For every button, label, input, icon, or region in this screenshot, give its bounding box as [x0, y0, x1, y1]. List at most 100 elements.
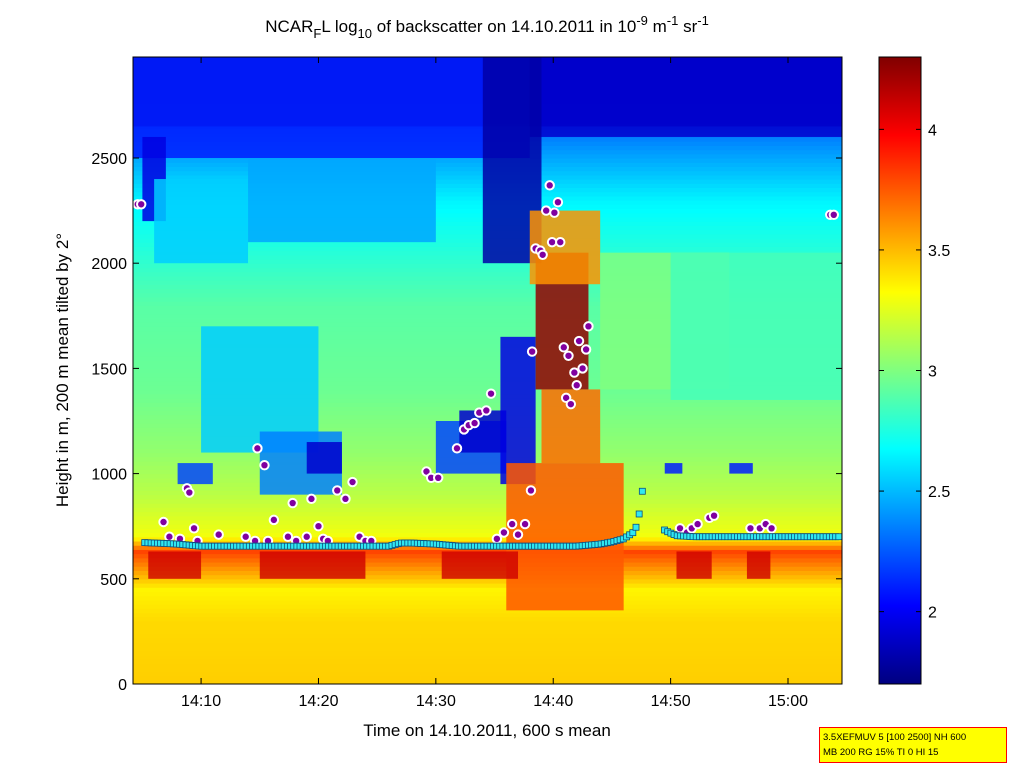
heatmap-row: [133, 587, 842, 593]
heatmap-row: [133, 625, 842, 630]
heatmap-row: [133, 473, 842, 479]
aerosol-layer-point: [766, 523, 777, 534]
mixing-layer-point: [638, 487, 646, 495]
aerosol-layer-point: [432, 472, 444, 484]
x-axis-label: Time on 14.10.2011, 600 s mean: [363, 721, 611, 740]
colorbar-tick-label: 2.5: [928, 484, 950, 501]
heatmap-row: [133, 359, 842, 365]
heatmap-row: [133, 532, 842, 538]
heatmap-row: [133, 595, 842, 601]
heatmap-row: [133, 494, 842, 500]
heatmap-row: [133, 288, 842, 294]
aerosol-layer-point: [558, 342, 569, 353]
heatmap-row: [133, 583, 842, 588]
title-mid2: of backscatter on 14.10.2011 in 10: [372, 17, 636, 36]
heatmap-row: [133, 343, 842, 348]
heatmap-row: [133, 351, 842, 357]
heatmap-row: [133, 528, 842, 534]
mixing-layer-points: [141, 487, 842, 550]
colorbar-ticks: 2 2.5 3 3.5 4: [879, 122, 950, 622]
y-axis-label: Height in m, 200 m mean tilted by 2°: [53, 233, 72, 507]
heatmap-row: [133, 629, 842, 635]
aerosol-layer-point: [469, 417, 480, 429]
title-mid1: L log: [321, 17, 357, 36]
heatmap-row: [133, 536, 842, 542]
title-mid4: sr: [678, 17, 697, 36]
aerosol-layer-point: [583, 321, 594, 332]
title-sup-2: -1: [667, 13, 679, 28]
aerosol-layer-point: [565, 398, 577, 410]
heatmap-row: [133, 301, 842, 306]
aerosol-layer-point: [525, 485, 537, 496]
info-line-2: MB 200 RG 15% TI 0 HI 15: [823, 747, 939, 758]
y-tick-label: 0: [118, 677, 127, 694]
heatmap-row: [133, 397, 842, 403]
heatmap-row: [133, 658, 842, 664]
heatmap-row: [133, 372, 842, 378]
heatmap-row: [133, 275, 842, 281]
title-prefix: NCAR: [265, 17, 313, 36]
y-tick-label: 500: [100, 572, 127, 589]
heatmap-row: [133, 284, 842, 290]
heatmap-row: [133, 477, 842, 483]
aerosol-layer-point: [184, 487, 195, 498]
heatmap-low-band: [259, 551, 366, 579]
aerosol-layer-point: [259, 459, 270, 471]
mixing-layer-point: [635, 510, 643, 518]
heatmap-row: [133, 667, 842, 672]
x-tick-label: 14:10: [181, 693, 221, 710]
y-tick-label: 1500: [91, 361, 127, 378]
aerosol-layer-point: [692, 518, 703, 530]
heatmap-region: [664, 463, 683, 474]
heatmap-row: [133, 519, 842, 525]
aerosol-layer-point: [491, 533, 503, 545]
heatmap-row: [133, 385, 842, 391]
heatmap-region: [506, 463, 624, 611]
settings-info-box: 3.5XEFMUV 5 [100 2500] NH 600 MB 200 RG …: [819, 727, 1007, 763]
aerosol-layer-point: [332, 485, 343, 496]
heatmap-row: [133, 599, 842, 605]
aerosol-layer-point: [555, 236, 566, 248]
heatmap-row: [133, 482, 842, 487]
plot-frame: [132, 56, 843, 685]
heatmap-row: [133, 326, 842, 332]
heatmap-row: [133, 679, 842, 684]
heatmap-row: [133, 612, 842, 618]
chart-title: NCARFL log10 of backscatter on 14.10.201…: [265, 13, 709, 41]
aerosol-layer-point: [498, 527, 510, 538]
colorbar-tick-label: 4: [928, 122, 937, 139]
aerosol-layer-point: [512, 529, 524, 540]
aerosol-layer-point: [708, 510, 720, 521]
heatmap-row: [133, 591, 842, 597]
colorbar-tick-label: 3: [928, 364, 937, 381]
heatmap-row: [133, 338, 842, 344]
aerosol-layer-point: [506, 518, 518, 530]
heatmap-region: [248, 157, 436, 243]
heatmap-row: [133, 271, 842, 277]
colorbar-tick-label: 3.5: [928, 243, 950, 260]
heatmap-row: [133, 486, 842, 492]
aerosol-layer-point: [213, 529, 224, 540]
heatmap-row: [133, 402, 842, 407]
heatmap-region: [500, 336, 536, 485]
heatmap-row: [133, 330, 842, 336]
heatmap-row: [133, 671, 842, 677]
heatmap-row: [133, 616, 842, 622]
heatmap-row: [133, 490, 842, 496]
aerosol-layer-points: [133, 180, 839, 547]
heatmap-row: [133, 515, 842, 521]
aerosol-layer-point: [563, 350, 574, 361]
heatmap-row: [133, 376, 842, 382]
heatmap-row: [133, 292, 842, 298]
mixing-layer-point: [835, 533, 842, 541]
x-tick-label: 15:00: [768, 693, 808, 710]
aerosol-layer-point: [282, 531, 294, 542]
aerosol-layer-point: [340, 493, 351, 505]
aerosol-layer-point: [240, 531, 251, 542]
aerosol-layer-point: [347, 476, 358, 488]
aerosol-layer-point: [573, 335, 585, 347]
title-mid3: m: [648, 17, 667, 36]
title-sup-1: -9: [636, 13, 648, 28]
aerosol-layer-point: [580, 344, 592, 355]
